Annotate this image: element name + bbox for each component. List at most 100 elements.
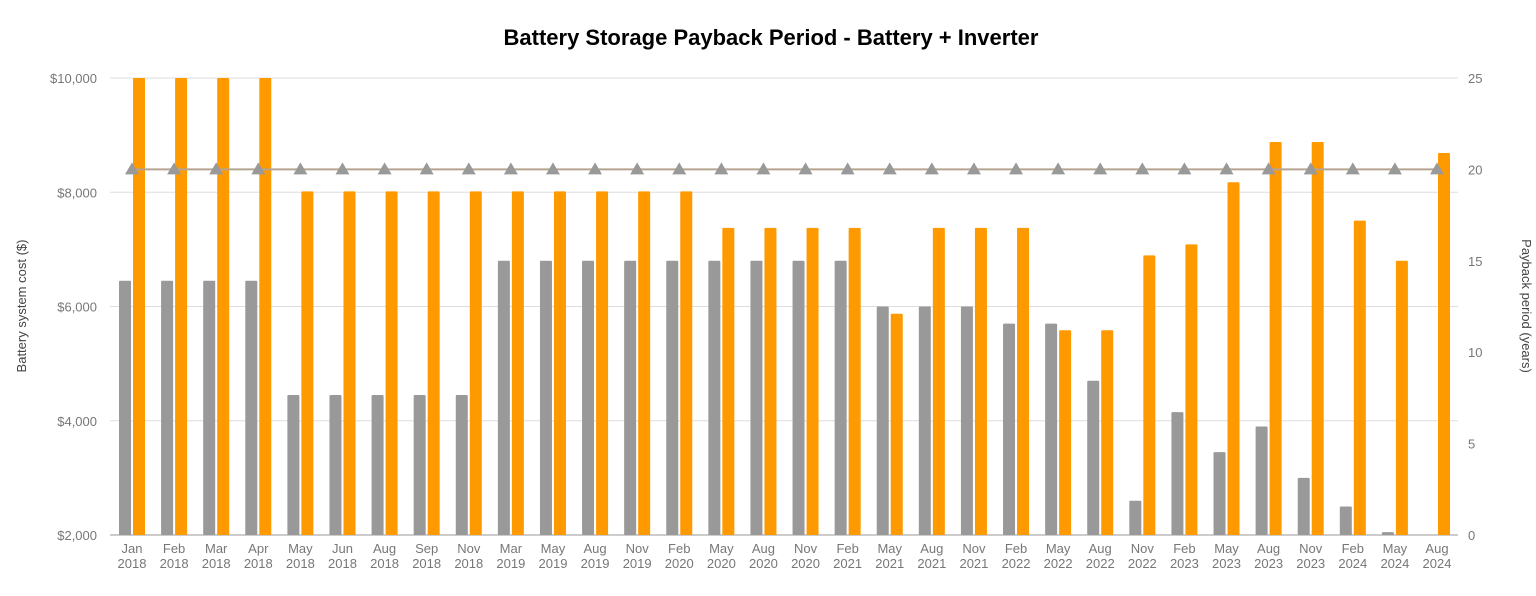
- cost-bar: [750, 260, 763, 535]
- line-marker: [1387, 162, 1402, 175]
- x-tick-label: 2024: [1338, 556, 1367, 571]
- x-tick-label: 2018: [370, 556, 399, 571]
- x-tick-label: 2022: [1044, 556, 1073, 571]
- line-marker: [1093, 162, 1108, 175]
- y2-tick-label: 10: [1468, 345, 1482, 360]
- cost-bar: [497, 260, 510, 535]
- cost-bar: [1213, 452, 1226, 535]
- x-tick-label: 2019: [623, 556, 652, 571]
- x-tick-label: Sep: [415, 541, 438, 556]
- line-marker: [882, 162, 897, 175]
- line-marker: [714, 162, 729, 175]
- y2-tick-label: 15: [1468, 254, 1482, 269]
- x-tick-label: Jun: [332, 541, 353, 556]
- x-tick-label: 2018: [286, 556, 315, 571]
- cost-bar: [413, 395, 426, 535]
- x-tick-label: Feb: [163, 541, 185, 556]
- line-marker: [1345, 162, 1360, 175]
- line-marker: [1261, 162, 1276, 175]
- y2-tick-label: 5: [1468, 437, 1475, 452]
- x-tick-label: 2022: [1002, 556, 1031, 571]
- x-tick-label: Feb: [1173, 541, 1195, 556]
- payback-bar: [890, 313, 903, 535]
- x-tick-label: 2018: [328, 556, 357, 571]
- payback-bar: [1269, 141, 1282, 536]
- payback-bar: [974, 227, 987, 535]
- x-tick-label: 2019: [581, 556, 610, 571]
- payback-bar: [1185, 244, 1198, 535]
- payback-bar: [385, 191, 398, 535]
- payback-bar: [932, 227, 945, 535]
- payback-bar: [133, 78, 145, 535]
- x-tick-label: 2023: [1212, 556, 1241, 571]
- payback-bar: [1017, 227, 1030, 535]
- x-tick-label: May: [709, 541, 734, 556]
- payback-bar: [1227, 182, 1240, 536]
- x-tick-label: Nov: [794, 541, 818, 556]
- x-tick-label: 2018: [454, 556, 483, 571]
- x-tick-label: Nov: [962, 541, 986, 556]
- line-marker: [293, 162, 308, 175]
- x-tick-label: May: [877, 541, 902, 556]
- payback-bar: [1438, 152, 1450, 535]
- line-marker: [924, 162, 939, 175]
- line-marker: [125, 162, 139, 175]
- payback-bar: [427, 191, 440, 535]
- line-marker: [1135, 162, 1150, 175]
- x-tick-label: 2023: [1254, 556, 1283, 571]
- payback-bar: [596, 191, 609, 535]
- cost-bar: [119, 280, 131, 535]
- cost-bar: [245, 280, 258, 535]
- x-tick-label: 2021: [875, 556, 904, 571]
- payback-bar: [680, 191, 693, 535]
- payback-bar: [806, 227, 819, 535]
- x-tick-label: Feb: [668, 541, 690, 556]
- payback-bar: [1143, 255, 1156, 536]
- x-tick-label: May: [541, 541, 566, 556]
- y-axis-label: Battery system cost ($): [14, 240, 29, 373]
- line-marker: [377, 162, 392, 175]
- x-tick-label: May: [288, 541, 313, 556]
- x-tick-label: Feb: [1005, 541, 1027, 556]
- cost-bar: [539, 260, 552, 535]
- x-tick-label: 2020: [707, 556, 736, 571]
- x-tick-label: 2018: [244, 556, 273, 571]
- cost-bar: [1129, 500, 1142, 535]
- cost-bar: [1297, 477, 1310, 535]
- line-marker: [503, 162, 518, 175]
- cost-bar: [1381, 532, 1394, 535]
- line-marker: [419, 162, 434, 175]
- cost-bar: [287, 395, 300, 535]
- line-marker: [1430, 162, 1444, 175]
- line-marker: [167, 162, 182, 175]
- line-marker: [209, 162, 224, 175]
- line-marker: [251, 162, 266, 175]
- line-marker: [461, 162, 476, 175]
- cost-bar: [960, 306, 973, 535]
- x-tick-label: 2024: [1380, 556, 1409, 571]
- x-tick-label: 2023: [1170, 556, 1199, 571]
- payback-bar: [638, 191, 651, 535]
- payback-bar: [217, 78, 230, 535]
- x-tick-label: 2018: [160, 556, 189, 571]
- x-tick-label: Aug: [1089, 541, 1112, 556]
- payback-bar: [343, 191, 356, 535]
- cost-bar: [455, 395, 468, 535]
- payback-bar: [469, 191, 482, 535]
- x-tick-label: 2019: [539, 556, 568, 571]
- x-tick-label: 2021: [833, 556, 862, 571]
- x-tick-label: 2018: [202, 556, 231, 571]
- y-tick-label: $2,000: [57, 528, 97, 543]
- x-tick-label: Aug: [1257, 541, 1280, 556]
- y2-tick-label: 25: [1468, 71, 1482, 86]
- x-tick-label: Jan: [122, 541, 143, 556]
- x-tick-label: Apr: [248, 541, 269, 556]
- x-tick-label: 2021: [917, 556, 946, 571]
- x-tick-label: May: [1046, 541, 1071, 556]
- y-tick-label: $10,000: [50, 71, 97, 86]
- line-marker: [1051, 162, 1066, 175]
- cost-bar: [708, 260, 721, 535]
- x-tick-label: Nov: [1299, 541, 1323, 556]
- x-tick-label: Mar: [500, 541, 523, 556]
